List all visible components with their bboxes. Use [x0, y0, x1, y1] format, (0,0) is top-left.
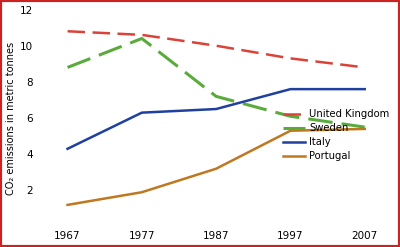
United Kingdom [362, 66, 367, 69]
Y-axis label: CO₂ emissions in metric tonnes: CO₂ emissions in metric tonnes [6, 41, 16, 195]
Italy [214, 107, 218, 110]
Line: United Kingdom: United Kingdom [68, 31, 365, 67]
United Kingdom [140, 33, 144, 36]
Line: Italy: Italy [68, 89, 365, 149]
Portugal [140, 191, 144, 194]
United Kingdom [65, 30, 70, 33]
Sweden [65, 66, 70, 69]
United Kingdom [288, 57, 293, 60]
United Kingdom [214, 44, 218, 47]
Sweden [362, 126, 367, 129]
Legend: United Kingdom, Sweden, Italy, Portugal: United Kingdom, Sweden, Italy, Portugal [283, 109, 390, 162]
Sweden [140, 37, 144, 40]
Portugal [288, 129, 293, 132]
Sweden [214, 95, 218, 98]
Line: Portugal: Portugal [68, 129, 365, 205]
Italy [140, 111, 144, 114]
Italy [65, 147, 70, 150]
Portugal [362, 127, 367, 130]
Italy [288, 88, 293, 91]
Line: Sweden: Sweden [68, 39, 365, 127]
Portugal [65, 203, 70, 206]
Italy [362, 88, 367, 91]
Sweden [288, 115, 293, 118]
Portugal [214, 167, 218, 170]
